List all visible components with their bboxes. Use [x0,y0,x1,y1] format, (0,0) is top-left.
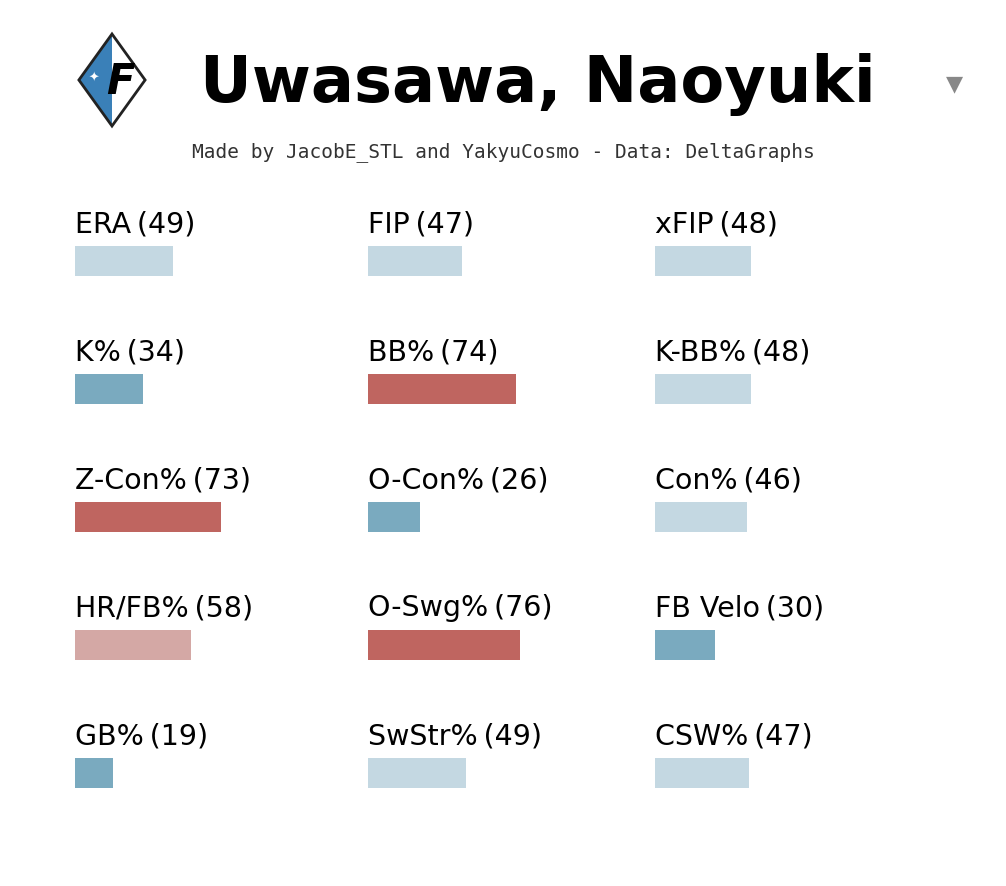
Text: K% (34): K% (34) [75,338,185,366]
Text: Uwasawa, Naoyuki: Uwasawa, Naoyuki [200,52,876,115]
Text: GB% (19): GB% (19) [75,722,208,750]
Bar [75,502,221,532]
Bar [75,374,143,404]
Bar [655,374,751,404]
Text: O-Swg% (76): O-Swg% (76) [368,594,552,622]
Text: ▼: ▼ [947,74,964,94]
Polygon shape [78,34,112,126]
Bar [75,246,173,276]
Text: CSW% (47): CSW% (47) [655,722,813,750]
Polygon shape [112,34,145,126]
Text: ERA (49): ERA (49) [75,210,195,238]
Text: Con% (46): Con% (46) [655,466,802,494]
Text: FIP (47): FIP (47) [368,210,474,238]
Text: BB% (74): BB% (74) [368,338,499,366]
Bar [655,502,747,532]
Text: O-Con% (26): O-Con% (26) [368,466,548,494]
Text: ✦: ✦ [89,72,100,84]
Bar [75,630,191,660]
Text: Z-Con% (73): Z-Con% (73) [75,466,252,494]
Bar [368,502,420,532]
Text: HR/FB% (58): HR/FB% (58) [75,594,254,622]
Text: Made by JacobE_STL and YakyuCosmo - Data: DeltaGraphs: Made by JacobE_STL and YakyuCosmo - Data… [191,142,815,162]
Bar [368,246,462,276]
Bar [75,758,113,788]
Text: F: F [106,61,134,103]
Bar [368,374,516,404]
Text: K-BB% (48): K-BB% (48) [655,338,811,366]
Bar [655,630,715,660]
Bar [368,630,520,660]
Text: FB Velo (30): FB Velo (30) [655,594,824,622]
Bar [368,758,466,788]
Bar [655,758,749,788]
Bar [655,246,751,276]
Text: SwStr% (49): SwStr% (49) [368,722,542,750]
Text: xFIP (48): xFIP (48) [655,210,778,238]
